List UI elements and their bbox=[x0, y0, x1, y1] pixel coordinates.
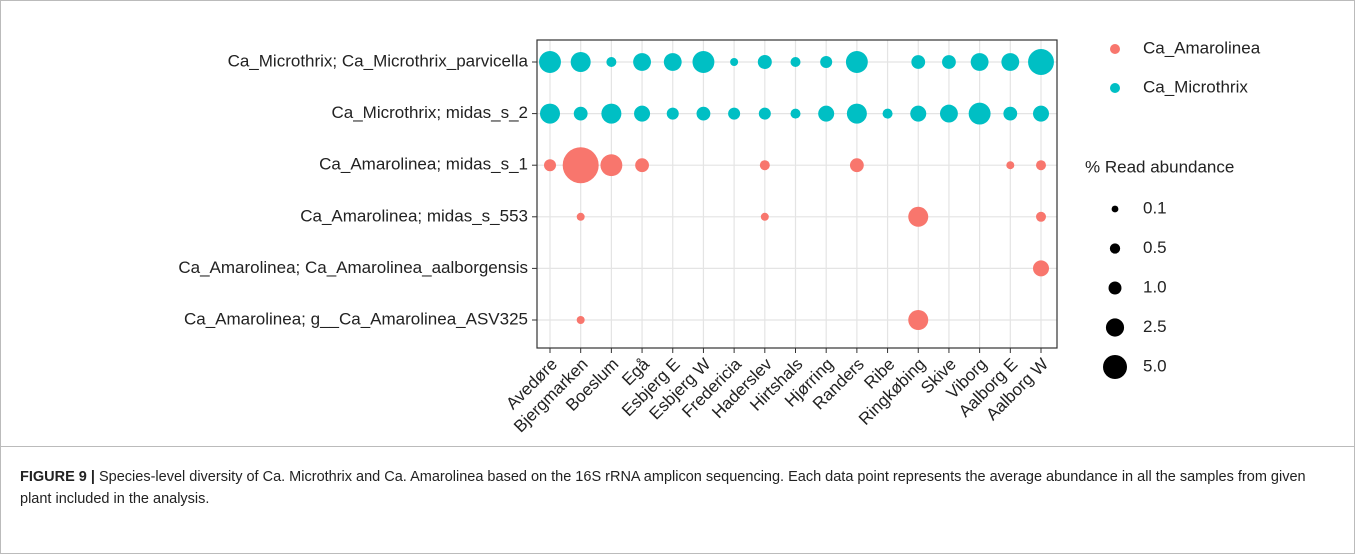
size-legend-key bbox=[1108, 281, 1122, 295]
y-tick-label: Ca_Amarolinea; midas_s_553 bbox=[300, 206, 528, 225]
bubble bbox=[633, 53, 651, 71]
y-tick-label: Ca_Microthrix; midas_s_2 bbox=[331, 103, 528, 122]
caption-text: Species-level diversity of Ca. Microthri… bbox=[20, 469, 1306, 507]
chart: Ca_Amarolinea; g__Ca_Amarolinea_ASV325 Ca… bbox=[178, 38, 1261, 436]
bubble bbox=[942, 55, 956, 69]
bubble bbox=[601, 103, 622, 124]
bubble bbox=[759, 160, 770, 171]
y-tick-label: Ca_Amarolinea; Ca_Amarolinea_aalborgensi… bbox=[178, 258, 528, 277]
bubble bbox=[820, 56, 833, 68]
caption-label: FIGURE 9 | bbox=[20, 469, 95, 485]
bubble bbox=[634, 105, 651, 122]
bubble bbox=[790, 57, 801, 67]
bubble bbox=[970, 53, 989, 71]
caption-rule bbox=[0, 446, 1355, 447]
y-tick-label: Ca_Microthrix; Ca_Microthrix_parvicella bbox=[228, 51, 529, 70]
bubble bbox=[790, 108, 801, 119]
bubble bbox=[540, 103, 560, 124]
bubble bbox=[1033, 105, 1049, 122]
plot-border bbox=[536, 39, 1058, 349]
bubble bbox=[910, 105, 927, 122]
bubble bbox=[818, 105, 835, 122]
size-legend-title: % Read abundance bbox=[1085, 157, 1234, 176]
bubble bbox=[882, 108, 893, 119]
legend-swatch bbox=[1110, 83, 1120, 93]
bubble bbox=[539, 51, 561, 73]
size-legend-key bbox=[1111, 205, 1119, 213]
bubble bbox=[1028, 49, 1054, 75]
size-legend-label: 1.0 bbox=[1143, 277, 1167, 296]
bubble bbox=[663, 53, 682, 71]
bubble bbox=[573, 106, 588, 121]
bubble bbox=[696, 106, 711, 121]
bubble bbox=[968, 102, 991, 125]
bubble bbox=[544, 159, 556, 172]
bubble bbox=[666, 107, 679, 120]
bubble bbox=[1006, 161, 1015, 170]
bubble bbox=[692, 51, 715, 73]
y-tick-label: Ca_Amarolinea; g__Ca_Amarolinea_ASV325 bbox=[184, 309, 528, 328]
bubble bbox=[1033, 260, 1049, 277]
bubble bbox=[846, 103, 867, 124]
size-legend-label: 2.5 bbox=[1143, 317, 1167, 336]
caption: FIGURE 9 | Species-level diversity of Ca… bbox=[20, 466, 1330, 510]
bubble bbox=[730, 58, 739, 66]
bubble bbox=[570, 52, 591, 72]
legend-label: Ca_Amarolinea bbox=[1143, 38, 1261, 57]
size-legend-label: 0.5 bbox=[1143, 238, 1167, 257]
size-legend-key bbox=[1109, 243, 1121, 254]
bubble bbox=[600, 154, 623, 177]
bubble bbox=[849, 158, 864, 173]
bubble bbox=[1036, 211, 1046, 222]
bubble bbox=[845, 51, 868, 73]
bubble bbox=[908, 310, 929, 330]
plot-panel bbox=[537, 40, 1057, 348]
bubble bbox=[911, 55, 926, 69]
bubble bbox=[576, 316, 585, 324]
y-tick-label: Ca_Amarolinea; midas_s_1 bbox=[319, 155, 528, 174]
size-legend-label: 5.0 bbox=[1143, 356, 1167, 375]
bubble bbox=[1003, 106, 1018, 121]
bubble bbox=[760, 212, 769, 221]
legend-label: Ca_Microthrix bbox=[1143, 77, 1248, 96]
bubble bbox=[940, 104, 958, 123]
bubble bbox=[908, 206, 929, 227]
bubble bbox=[606, 57, 617, 67]
bubble bbox=[635, 158, 649, 173]
size-legend-key bbox=[1105, 318, 1125, 337]
bubble bbox=[757, 55, 772, 69]
legend-swatch bbox=[1110, 44, 1120, 54]
size-legend-key bbox=[1103, 355, 1127, 379]
size-legend-label: 0.1 bbox=[1143, 198, 1167, 217]
bubble bbox=[562, 147, 599, 184]
bubble bbox=[1036, 160, 1046, 171]
bubble bbox=[758, 107, 771, 120]
bubble bbox=[1001, 53, 1020, 71]
bubble bbox=[728, 107, 741, 120]
bubble bbox=[576, 212, 585, 221]
